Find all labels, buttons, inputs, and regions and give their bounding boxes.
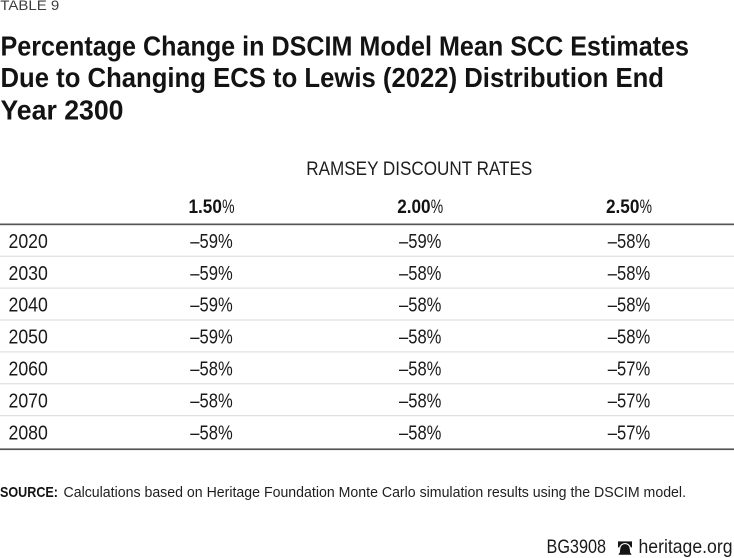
svg-text:%: % [640,197,652,218]
svg-text:%: % [431,197,443,218]
svg-text:2050: 2050 [9,327,48,349]
svg-text:–58%: –58% [399,295,442,317]
svg-text:–59%: –59% [190,263,233,285]
svg-text:–58%: –58% [399,327,442,349]
svg-text:–58%: –58% [399,263,442,285]
svg-text:–58%: –58% [399,422,442,444]
svg-text:2030: 2030 [9,263,48,285]
svg-text:2080: 2080 [9,422,48,444]
svg-text:1.50: 1.50 [189,197,222,218]
svg-text:RAMSEY DISCOUNT RATES: RAMSEY DISCOUNT RATES [306,159,532,180]
svg-text:–58%: –58% [190,422,233,444]
svg-text:2070: 2070 [9,390,48,412]
svg-text:–58%: –58% [608,263,651,285]
svg-text:2040: 2040 [9,295,48,317]
svg-text:2.50: 2.50 [606,197,639,218]
svg-text:2020: 2020 [9,231,48,253]
svg-text:–58%: –58% [190,390,233,412]
svg-text:–59%: –59% [190,231,233,253]
svg-text:2060: 2060 [9,359,48,381]
svg-text:–57%: –57% [608,359,651,381]
svg-text:Calculations based on Heritage: Calculations based on Heritage Foundatio… [64,484,687,501]
svg-text:–59%: –59% [190,327,233,349]
svg-text:Percentage Change in DSCIM Mod: Percentage Change in DSCIM Model Mean SC… [1,30,690,61]
svg-text:heritage.org: heritage.org [639,536,733,558]
svg-text:–57%: –57% [608,422,651,444]
svg-text:–58%: –58% [608,327,651,349]
svg-text:–58%: –58% [608,231,651,253]
svg-text:%: % [222,197,234,218]
svg-text:–57%: –57% [608,390,651,412]
svg-text:–59%: –59% [190,295,233,317]
svg-text:–58%: –58% [399,390,442,412]
svg-text:TABLE 9: TABLE 9 [0,0,59,13]
svg-text:–58%: –58% [399,359,442,381]
svg-text:–58%: –58% [608,295,651,317]
svg-text:BG3908: BG3908 [547,536,607,558]
svg-text:–58%: –58% [190,359,233,381]
svg-text:Year 2300: Year 2300 [1,95,124,126]
svg-text:–59%: –59% [399,231,442,253]
svg-text:Due to Changing ECS to Lewis (: Due to Changing ECS to Lewis (2022) Dist… [1,62,665,93]
svg-text:SOURCE:: SOURCE: [0,484,58,501]
svg-text:2.00: 2.00 [397,197,430,218]
